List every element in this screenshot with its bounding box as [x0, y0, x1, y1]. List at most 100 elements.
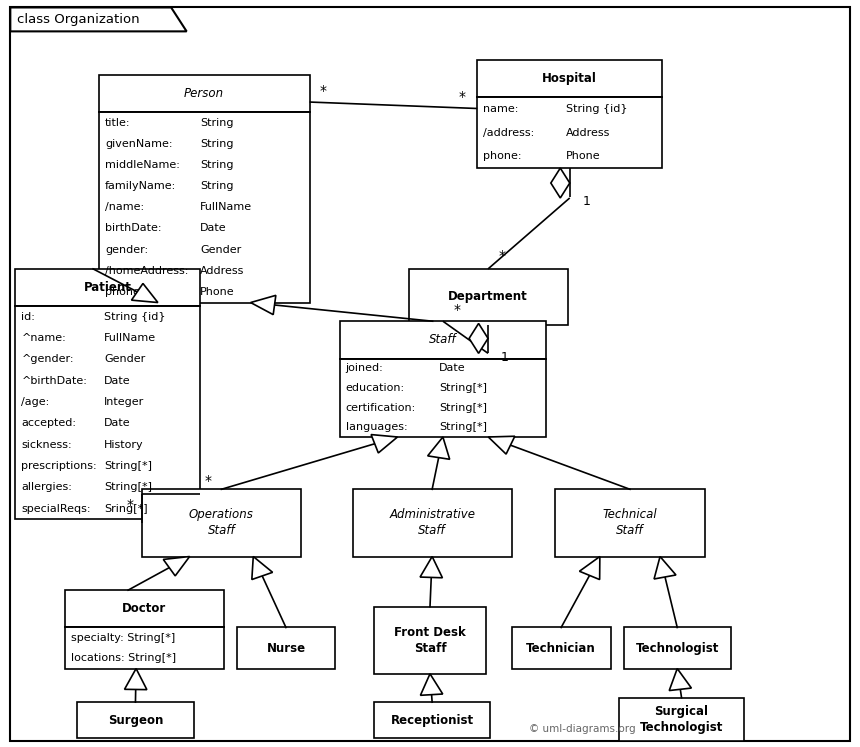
- Bar: [374, 702, 490, 738]
- Polygon shape: [132, 283, 158, 303]
- Bar: [64, 627, 224, 669]
- Text: String[*]: String[*]: [439, 383, 487, 393]
- Bar: [340, 321, 546, 359]
- Text: class Organization: class Organization: [17, 13, 140, 26]
- Bar: [477, 97, 662, 168]
- Text: FullName: FullName: [200, 202, 252, 212]
- Text: ^gender:: ^gender:: [22, 355, 74, 365]
- Text: Hospital: Hospital: [543, 72, 597, 85]
- Text: Date: Date: [200, 223, 227, 234]
- Text: /homeAddress:: /homeAddress:: [105, 266, 188, 276]
- Text: *: *: [320, 84, 327, 98]
- Polygon shape: [551, 168, 570, 198]
- Text: String[*]: String[*]: [439, 422, 487, 433]
- Text: Technician: Technician: [526, 642, 596, 654]
- Text: String: String: [200, 160, 234, 170]
- Text: Person: Person: [184, 87, 224, 100]
- Bar: [408, 269, 568, 325]
- Text: sickness:: sickness:: [22, 440, 72, 450]
- Text: String {id}: String {id}: [104, 312, 166, 322]
- Text: id:: id:: [22, 312, 35, 322]
- Polygon shape: [580, 557, 600, 580]
- Bar: [237, 627, 335, 669]
- Text: specialReqs:: specialReqs:: [22, 503, 91, 513]
- Text: birthDate:: birthDate:: [105, 223, 162, 234]
- Text: String {id}: String {id}: [566, 104, 628, 114]
- Polygon shape: [421, 674, 443, 695]
- Bar: [374, 607, 486, 674]
- Polygon shape: [250, 295, 276, 314]
- Text: Date: Date: [104, 376, 131, 385]
- Bar: [15, 306, 200, 519]
- Polygon shape: [10, 7, 187, 31]
- Polygon shape: [252, 557, 273, 580]
- Text: education:: education:: [346, 383, 405, 393]
- Text: Gender: Gender: [104, 355, 145, 365]
- Bar: [99, 112, 310, 303]
- Polygon shape: [420, 557, 442, 577]
- Text: Sring[*]: Sring[*]: [104, 503, 148, 513]
- Text: Address: Address: [200, 266, 244, 276]
- Bar: [555, 489, 705, 557]
- Text: Address: Address: [566, 128, 611, 137]
- Polygon shape: [427, 437, 450, 459]
- Text: String[*]: String[*]: [104, 483, 152, 492]
- Text: Date: Date: [104, 418, 131, 428]
- Text: Surgical
Technologist: Surgical Technologist: [640, 705, 723, 734]
- Text: String: String: [200, 181, 234, 191]
- Text: Technologist: Technologist: [636, 642, 719, 654]
- Text: locations: String[*]: locations: String[*]: [71, 654, 175, 663]
- Polygon shape: [470, 323, 488, 353]
- Text: String: String: [200, 139, 234, 149]
- Polygon shape: [669, 669, 691, 690]
- Bar: [340, 359, 546, 437]
- Text: specialty: String[*]: specialty: String[*]: [71, 633, 175, 642]
- Polygon shape: [371, 435, 397, 453]
- Text: phone:: phone:: [483, 151, 522, 161]
- Text: String[*]: String[*]: [104, 461, 152, 471]
- Bar: [512, 627, 611, 669]
- Text: Phone: Phone: [566, 151, 600, 161]
- Text: Administrative
Staff: Administrative Staff: [389, 509, 475, 537]
- Text: Patient: Patient: [84, 281, 132, 294]
- Bar: [99, 75, 310, 112]
- Text: *: *: [458, 90, 465, 104]
- Text: FullName: FullName: [104, 333, 157, 343]
- Text: /age:: /age:: [22, 397, 50, 407]
- Text: Gender: Gender: [200, 244, 242, 255]
- Text: *: *: [499, 249, 506, 263]
- Text: phone:: phone:: [105, 287, 144, 297]
- Bar: [15, 269, 200, 306]
- Text: languages:: languages:: [346, 422, 408, 433]
- Text: joined:: joined:: [346, 363, 384, 374]
- Text: *: *: [126, 498, 133, 512]
- Text: Department: Department: [448, 291, 528, 303]
- Text: name:: name:: [483, 104, 519, 114]
- Text: certification:: certification:: [346, 403, 416, 412]
- Polygon shape: [654, 557, 676, 579]
- Text: 1: 1: [501, 351, 509, 364]
- Text: prescriptions:: prescriptions:: [22, 461, 97, 471]
- Text: History: History: [104, 440, 144, 450]
- Bar: [142, 489, 301, 557]
- Text: Front Desk
Staff: Front Desk Staff: [394, 626, 466, 654]
- Text: Technical
Staff: Technical Staff: [603, 509, 657, 537]
- Text: gender:: gender:: [105, 244, 148, 255]
- Text: Nurse: Nurse: [267, 642, 305, 654]
- Text: Staff: Staff: [429, 333, 457, 347]
- Text: © uml-diagrams.org: © uml-diagrams.org: [529, 724, 636, 734]
- Text: Receptionist: Receptionist: [390, 713, 474, 727]
- Polygon shape: [163, 557, 189, 576]
- Bar: [77, 702, 194, 738]
- Text: Doctor: Doctor: [122, 602, 166, 616]
- Text: Date: Date: [439, 363, 465, 374]
- Text: allergies:: allergies:: [22, 483, 72, 492]
- Text: Operations
Staff: Operations Staff: [189, 509, 254, 537]
- Text: 1: 1: [583, 196, 591, 208]
- Text: ^birthDate:: ^birthDate:: [22, 376, 88, 385]
- Text: familyName:: familyName:: [105, 181, 176, 191]
- Bar: [477, 60, 662, 97]
- Bar: [624, 627, 731, 669]
- Text: *: *: [453, 303, 460, 317]
- Text: middleName:: middleName:: [105, 160, 180, 170]
